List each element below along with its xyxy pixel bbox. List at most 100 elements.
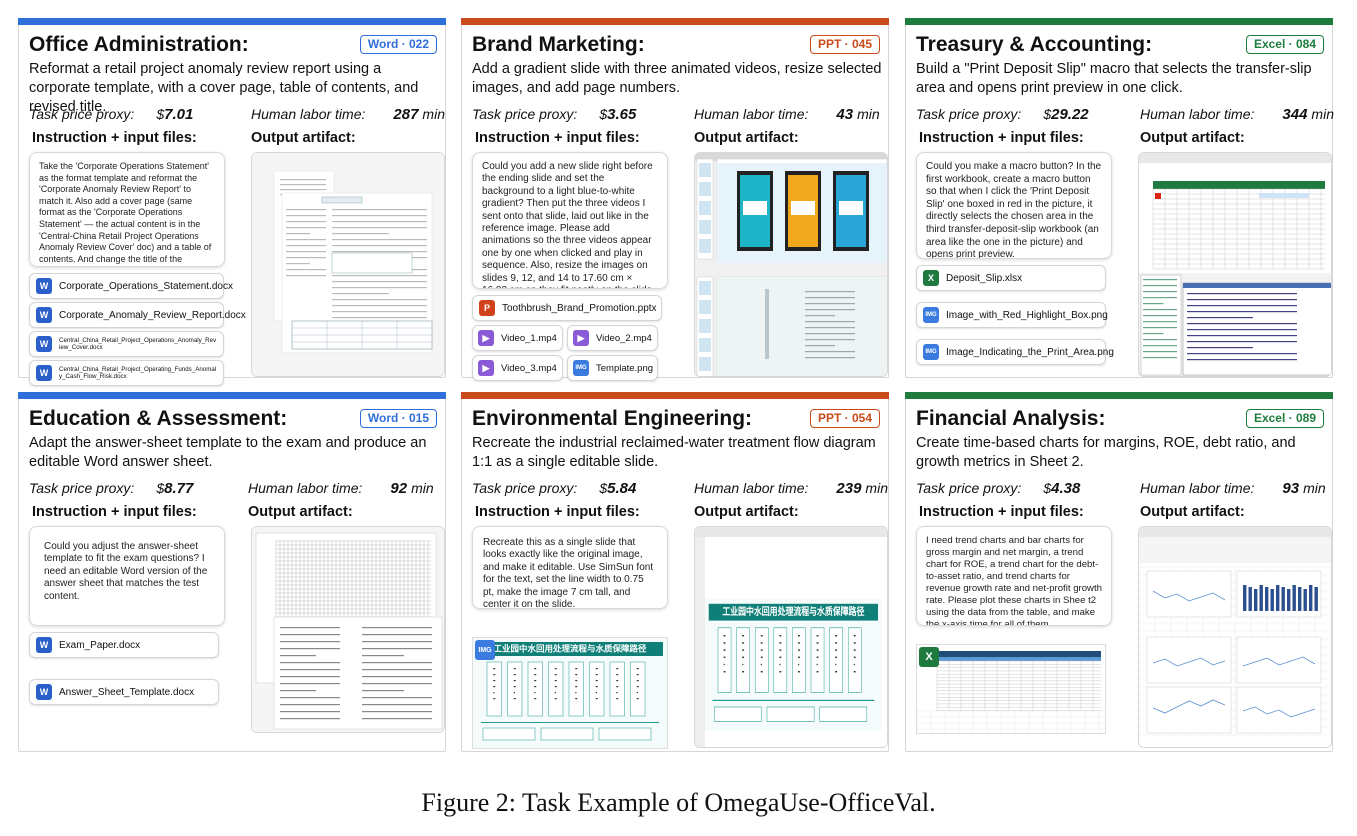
shape xyxy=(1143,291,1177,293)
file-chip: W Corporate_Operations_Statement.docx xyxy=(29,273,233,299)
shape xyxy=(937,657,1101,661)
price-label: Task price proxy: xyxy=(29,480,135,496)
shape xyxy=(1309,585,1313,611)
file-chip: W Answer_Sheet_Template.docx xyxy=(29,679,219,705)
shape xyxy=(616,674,619,676)
chart-line xyxy=(1152,699,1226,714)
shape xyxy=(332,227,427,229)
shape xyxy=(1276,585,1280,611)
shape xyxy=(636,698,639,700)
color-bar xyxy=(461,392,889,399)
shape xyxy=(853,663,855,666)
labor-row: Human labor time: 287 min xyxy=(251,106,445,123)
file-name: Video_1.mp4 xyxy=(501,332,557,344)
shape xyxy=(779,663,781,666)
color-bar xyxy=(905,392,1333,399)
shape xyxy=(575,692,577,694)
instruction-heading: Instruction + input files: xyxy=(919,504,1084,520)
shape xyxy=(723,635,726,637)
labor-value: 43 xyxy=(836,106,854,123)
shape xyxy=(280,697,340,699)
file-icon: W xyxy=(36,307,52,323)
shape xyxy=(1292,585,1296,611)
file-chip: W Central_China_Retail_Project_Operations… xyxy=(29,331,224,357)
instruction-heading: Instruction + input files: xyxy=(475,504,640,520)
price-label: Task price proxy: xyxy=(916,480,1022,496)
shape xyxy=(699,201,711,215)
shape xyxy=(1143,333,1164,335)
labor-unit: min xyxy=(422,106,445,122)
output-heading: Output artifact: xyxy=(251,130,356,146)
shape xyxy=(595,698,598,700)
shape xyxy=(816,663,818,666)
shape xyxy=(609,661,625,717)
shape xyxy=(280,669,340,671)
shape xyxy=(482,727,536,741)
app-badge: PPT · 045 xyxy=(809,35,880,54)
shape xyxy=(286,263,310,265)
shape xyxy=(798,642,800,644)
shape xyxy=(554,668,557,670)
shape xyxy=(332,275,427,277)
card-title: Environmental Engineering: xyxy=(472,407,753,430)
task-card: Education & Assessment: Word · 015 Adapt t… xyxy=(18,392,446,752)
shape xyxy=(717,277,887,376)
shape xyxy=(1187,293,1297,295)
shape xyxy=(742,656,745,659)
shape xyxy=(1265,587,1269,611)
shape xyxy=(362,669,432,671)
output-heading: Output artifact: xyxy=(694,130,799,146)
shape xyxy=(636,686,639,688)
shape xyxy=(286,239,326,241)
file-list: 工业园中水回用处理流程与水质保障路径 IMG xyxy=(472,637,668,749)
chart-line xyxy=(1152,657,1226,667)
shape xyxy=(595,680,598,682)
task-card: Financial Analysis: Excel · 089 Create tim… xyxy=(905,392,1333,752)
shape xyxy=(835,642,838,644)
shape xyxy=(805,327,855,329)
file-chip: ▶ Video_3.mp4 xyxy=(472,355,563,381)
currency: $ xyxy=(599,106,608,122)
file-icon: IMG xyxy=(573,360,589,376)
shape xyxy=(1146,570,1232,618)
shape xyxy=(743,201,767,215)
shape xyxy=(1187,323,1297,325)
shape xyxy=(1303,589,1307,611)
shape xyxy=(1143,357,1177,359)
shape xyxy=(695,153,887,161)
shape xyxy=(332,233,389,235)
image-title: 工业园中水回用处理流程与水质保障路径 xyxy=(722,605,864,617)
file-chip: X Deposit_Slip.xlsx xyxy=(916,265,1106,291)
shape xyxy=(816,642,819,644)
labor-label: Human labor time: xyxy=(248,480,363,496)
shape xyxy=(835,656,838,659)
shape xyxy=(805,309,855,311)
shape xyxy=(534,680,537,682)
file-icon: ▶ xyxy=(573,330,589,346)
card-title: Office Administration: xyxy=(29,33,249,56)
shape xyxy=(1281,587,1285,611)
shape xyxy=(773,627,788,693)
file-chip: ▶ Video_2.mp4 xyxy=(567,325,658,351)
labor-unit: min xyxy=(865,480,888,496)
shape xyxy=(273,616,443,730)
shape xyxy=(636,668,639,670)
shape xyxy=(1143,297,1177,299)
labor-label: Human labor time: xyxy=(694,480,809,496)
shape xyxy=(595,692,597,694)
shape xyxy=(636,674,639,676)
shape xyxy=(1187,359,1297,361)
app-badge: Word · 022 xyxy=(359,35,437,54)
shape xyxy=(742,663,744,666)
file-list: P Toothbrush_Brand_Promotion.pptx ▶ Video_1… xyxy=(472,295,668,381)
shape xyxy=(595,668,598,670)
shape xyxy=(554,680,557,682)
shape xyxy=(616,698,619,700)
shape xyxy=(286,221,326,223)
shape xyxy=(362,655,404,657)
shape xyxy=(798,635,800,637)
shape xyxy=(754,627,769,693)
shape xyxy=(513,680,516,682)
shape xyxy=(1143,315,1177,317)
shape xyxy=(1259,193,1309,198)
